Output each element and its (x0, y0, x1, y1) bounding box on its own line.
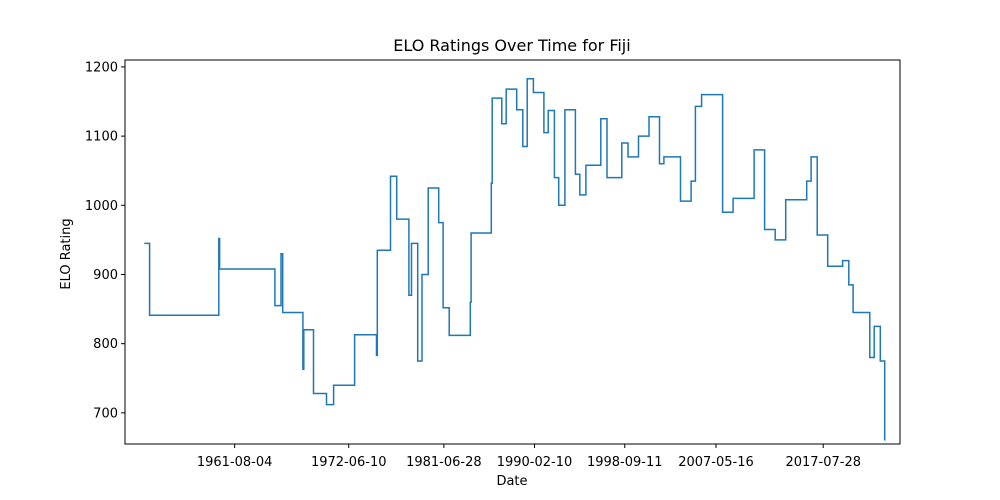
x-tick-label: 2007-05-16 (678, 455, 754, 470)
x-tick-label: 1961-08-04 (197, 455, 273, 470)
x-tick-label: 2017-07-28 (785, 455, 861, 470)
y-axis-label: ELO Rating (59, 218, 74, 289)
x-tick-label: 1998-09-11 (587, 455, 663, 470)
y-tick-label: 1200 (85, 60, 118, 75)
elo-series-line (144, 77, 886, 441)
plot-frame (124, 59, 901, 445)
x-tick-label: 1972-06-10 (311, 455, 387, 470)
x-tick-label: 1990-02-10 (497, 455, 573, 470)
y-axis: 700 800 900 1000 1100 1200 (85, 60, 125, 421)
y-tick-label: 900 (93, 268, 118, 283)
y-tick-label: 1100 (85, 130, 118, 145)
y-tick-label: 800 (93, 337, 118, 352)
y-tick-label: 700 (93, 406, 118, 421)
chart-title: ELO Ratings Over Time for Fiji (393, 36, 630, 55)
x-axis-label: Date (496, 474, 527, 489)
x-axis: 1961-08-04 1972-06-10 1981-06-28 1990-02-10… (197, 444, 861, 470)
plot-area (144, 77, 886, 441)
x-tick-label: 1981-06-28 (406, 455, 482, 470)
y-tick-label: 1000 (85, 199, 118, 214)
